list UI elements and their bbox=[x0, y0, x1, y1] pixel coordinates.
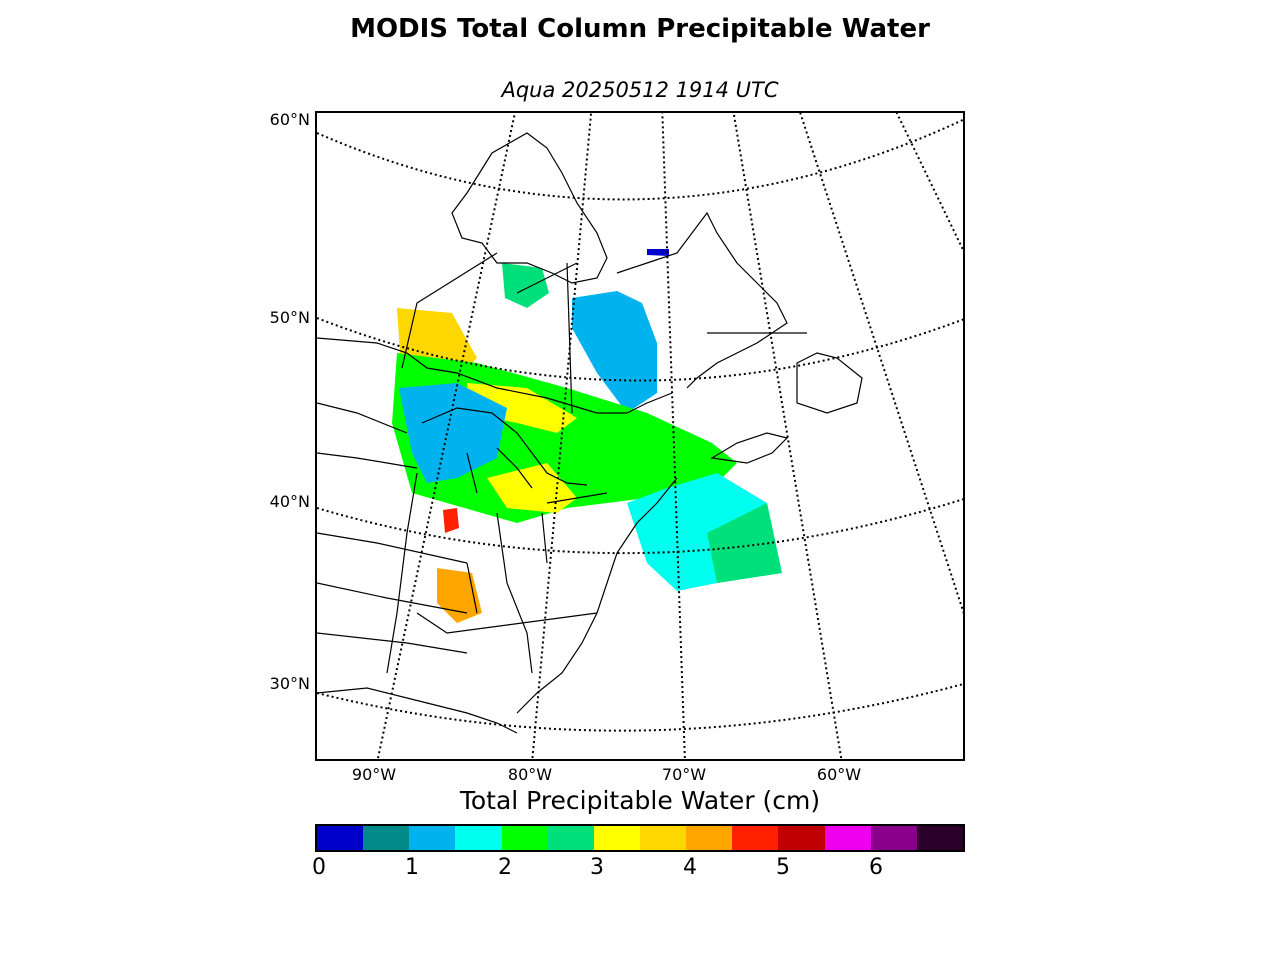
coastlines bbox=[317, 132, 863, 734]
parallel-30n bbox=[317, 683, 963, 732]
colorbar-segment-14 bbox=[916, 826, 963, 850]
parallel-50n bbox=[317, 317, 963, 382]
graticule bbox=[317, 113, 963, 759]
colorbar-segment-13 bbox=[870, 826, 917, 850]
colorbar-segment-9 bbox=[686, 826, 733, 850]
lon-label-70w: 70°W bbox=[661, 765, 707, 784]
colorbar-segment-10 bbox=[732, 826, 779, 850]
map-subtitle: Aqua 20250512 1914 UTC bbox=[501, 78, 779, 102]
meridian-50w bbox=[799, 113, 963, 614]
colorbar-tick-6: 6 bbox=[869, 855, 883, 880]
state-borders bbox=[317, 402, 598, 674]
lat-label-60n: 60°N bbox=[269, 110, 310, 129]
colorbar-tick-5: 5 bbox=[776, 855, 790, 880]
lat-label-40n: 40°N bbox=[269, 492, 310, 511]
meridian-80w bbox=[531, 113, 593, 759]
colorbar-tick-3: 3 bbox=[590, 855, 604, 880]
colorbar-segment-1 bbox=[317, 826, 364, 850]
colorbar-segment-5 bbox=[501, 826, 548, 850]
colorbar-segment-8 bbox=[639, 826, 687, 850]
meridian-40w bbox=[895, 113, 963, 253]
colorbar-tick-0: 0 bbox=[312, 855, 326, 880]
colorbar bbox=[315, 824, 965, 852]
hudson-bay-coast bbox=[451, 132, 608, 284]
us-east-coast bbox=[516, 477, 678, 714]
colorbar-tick-1: 1 bbox=[405, 855, 419, 880]
map-canvas bbox=[317, 113, 963, 759]
colorbar-segment-4 bbox=[455, 826, 502, 850]
great-lakes bbox=[421, 407, 608, 504]
swath-orange-south bbox=[437, 568, 482, 623]
meridian-60w bbox=[732, 113, 843, 759]
colorbar-segment-11 bbox=[778, 826, 825, 850]
precipitable-water-swath bbox=[392, 249, 782, 623]
lon-label-90w: 90°W bbox=[351, 765, 397, 784]
lon-label-60w: 60°W bbox=[816, 765, 862, 784]
meridian-70w bbox=[661, 113, 686, 759]
swath-teal-north bbox=[502, 263, 549, 308]
colorbar-tick-2: 2 bbox=[498, 855, 512, 880]
swath-sky-blue-north bbox=[572, 291, 657, 413]
page-title: MODIS Total Column Precipitable Water bbox=[350, 14, 930, 44]
canada-us-border bbox=[317, 337, 673, 414]
colorbar-tick-4: 4 bbox=[683, 855, 697, 880]
swath-seagreen-east bbox=[707, 503, 782, 583]
colorbar-segment-6 bbox=[547, 826, 594, 850]
colorbar-segment-7 bbox=[593, 826, 640, 850]
colorbar-title: Total Precipitable Water (cm) bbox=[459, 786, 821, 815]
lon-label-80w: 80°W bbox=[507, 765, 553, 784]
colorbar-segment-12 bbox=[824, 826, 871, 850]
lat-label-30n: 30°N bbox=[269, 674, 310, 693]
map-panel bbox=[315, 111, 965, 761]
gulf-coast bbox=[317, 687, 518, 734]
newfoundland-coast bbox=[796, 352, 863, 414]
swath-dark-blue-patch bbox=[647, 249, 669, 256]
lat-label-50n: 50°N bbox=[269, 308, 310, 327]
colorbar-segment-3 bbox=[409, 826, 456, 850]
nova-scotia-coast bbox=[710, 432, 789, 464]
swath-red-patch bbox=[443, 508, 459, 533]
swath-blue-west bbox=[399, 383, 507, 483]
parallel-60n bbox=[317, 118, 963, 201]
colorbar-segment-2 bbox=[363, 826, 410, 850]
labrador-coast bbox=[616, 211, 788, 389]
swath-yellow-band bbox=[467, 383, 577, 433]
province-borders bbox=[401, 252, 807, 414]
parallel-40n bbox=[317, 498, 963, 555]
